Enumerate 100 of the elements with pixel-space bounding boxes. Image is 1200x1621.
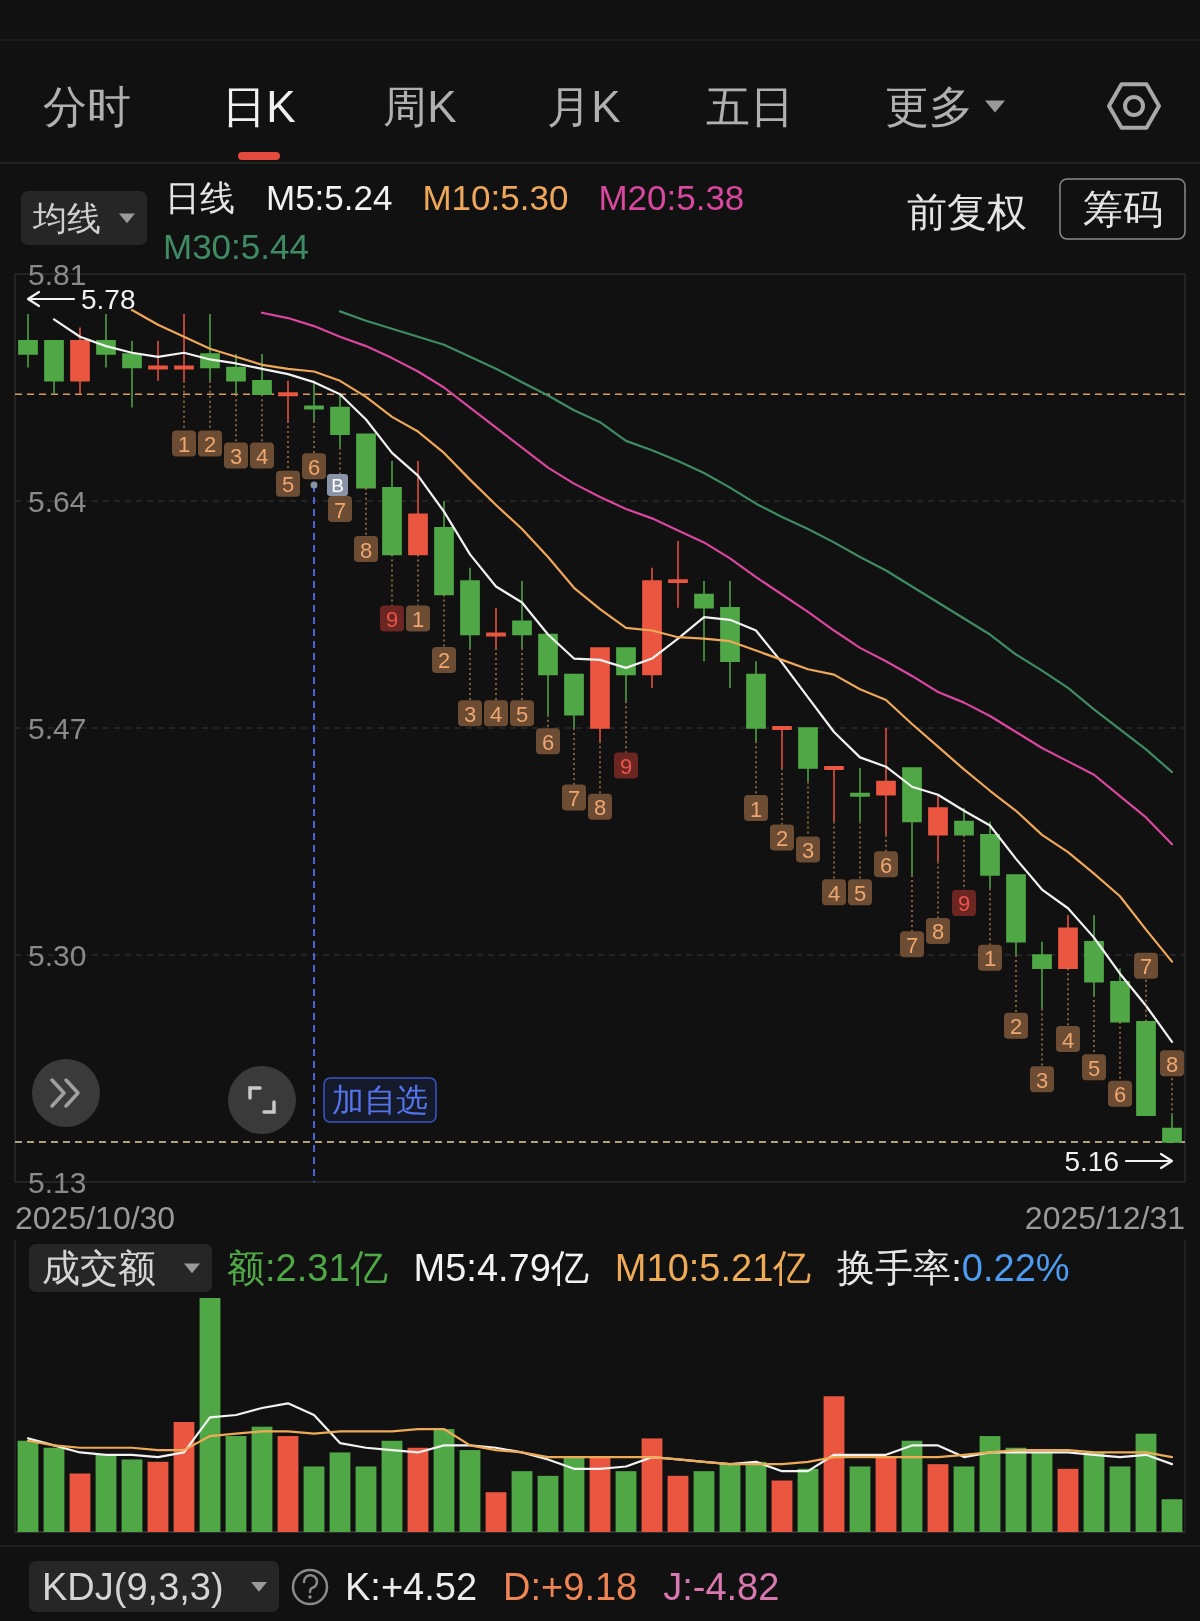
bar: [459, 1450, 481, 1532]
text: 五日: [706, 81, 794, 131]
text: M20:5.38: [598, 177, 745, 217]
bar: [771, 1480, 793, 1532]
annotation: 4: [489, 701, 503, 727]
bar: [69, 1473, 91, 1532]
bar: [199, 1298, 221, 1532]
bar: [277, 1436, 299, 1532]
bar: [147, 1461, 169, 1532]
annotation: 2: [203, 432, 217, 458]
bar: [1083, 1452, 1105, 1532]
candlestick: [44, 340, 64, 395]
text: 2025/10/30: [15, 1200, 176, 1236]
annotation: 8: [1165, 1051, 1179, 1077]
annotation: 5: [1087, 1055, 1101, 1081]
bar: [875, 1457, 897, 1532]
annotation: 2: [1009, 1014, 1023, 1040]
annotation: 6: [879, 852, 893, 878]
text: 筹码: [1082, 187, 1163, 231]
candlestick: [1136, 1021, 1156, 1116]
bar: [303, 1466, 325, 1532]
annotation: 2: [437, 648, 451, 674]
bar: [173, 1422, 195, 1532]
text: M10:5.21亿: [614, 1247, 812, 1289]
annotation: 9: [957, 891, 971, 917]
annotation: 6: [541, 729, 555, 755]
candlestick: [772, 726, 792, 769]
bar: [1005, 1447, 1027, 1532]
text: 日K: [222, 81, 296, 131]
candlestick: [980, 820, 1000, 889]
candlestick: [252, 353, 272, 395]
bar: [225, 1436, 247, 1532]
text: 分时: [43, 81, 131, 131]
annotation: 5.16: [1064, 1145, 1119, 1177]
annotation: 1: [411, 607, 425, 633]
annotation: 6: [307, 454, 321, 480]
y-tick-label: 5.13: [28, 1165, 87, 1199]
bar: [433, 1429, 455, 1532]
bar: [329, 1452, 351, 1532]
candlestick: [148, 340, 168, 382]
annotation: 1: [177, 432, 191, 458]
bar: [407, 1447, 429, 1532]
candlestick: [1084, 914, 1104, 996]
annotation: 7: [333, 497, 347, 523]
candlestick: [720, 580, 740, 689]
text: 0.22%: [961, 1247, 1070, 1289]
bar: [667, 1475, 689, 1532]
text: K:+4.52: [345, 1566, 478, 1608]
series-label: 额:2.31亿: [227, 1247, 388, 1289]
candlestick: [18, 313, 38, 369]
text: 换手率:: [837, 1247, 962, 1289]
bar: [641, 1438, 663, 1532]
annotation: 4: [827, 880, 841, 906]
annotation: 5: [853, 880, 867, 906]
text: 月K: [547, 81, 621, 131]
candlestick: [564, 673, 584, 729]
annotation: 9: [385, 607, 399, 633]
text: KDJ(9,3,3): [42, 1566, 224, 1608]
annotation: 7: [1139, 954, 1153, 980]
bar: [511, 1471, 533, 1532]
annotation: 6: [1113, 1082, 1127, 1108]
bar: [17, 1440, 39, 1532]
bar: [953, 1466, 975, 1532]
bar: [615, 1471, 637, 1532]
bar: [1135, 1433, 1157, 1532]
candlestick: [668, 540, 688, 609]
text: 更多: [885, 81, 973, 131]
annotation: 3: [463, 701, 477, 727]
bar: [1031, 1452, 1053, 1532]
bar: [1057, 1468, 1079, 1532]
annotation: 8: [593, 795, 607, 821]
bar: [979, 1436, 1001, 1532]
annotation: 5: [281, 472, 295, 498]
annotation: 4: [255, 444, 269, 470]
annotation: 7: [905, 932, 919, 958]
point: [310, 481, 318, 489]
text: M5:5.24: [266, 177, 393, 217]
bar: [823, 1396, 845, 1532]
annotation: 8: [359, 537, 373, 563]
annotation: 2: [775, 825, 789, 851]
bar: [121, 1459, 143, 1532]
annotation: 1: [983, 946, 997, 972]
chart-title: 成交额: [42, 1247, 156, 1289]
bar: [927, 1464, 949, 1532]
annotation: 9: [619, 753, 633, 779]
annotation: 3: [801, 838, 815, 864]
annotation: 5: [515, 701, 529, 727]
annotation: 1: [749, 796, 763, 822]
annotation: 3: [229, 444, 243, 470]
bar: [355, 1466, 377, 1532]
series-label: M30:5.44: [163, 226, 309, 266]
text: 日线: [165, 177, 235, 217]
bar: [563, 1457, 585, 1532]
bar: [719, 1464, 741, 1532]
y-tick-label: 5.30: [28, 938, 87, 972]
bar: [43, 1447, 65, 1532]
annotation: 7: [567, 785, 581, 811]
bar: [901, 1440, 923, 1532]
y-tick-label: 5.64: [28, 484, 87, 518]
annotation: 加自选: [332, 1082, 428, 1118]
